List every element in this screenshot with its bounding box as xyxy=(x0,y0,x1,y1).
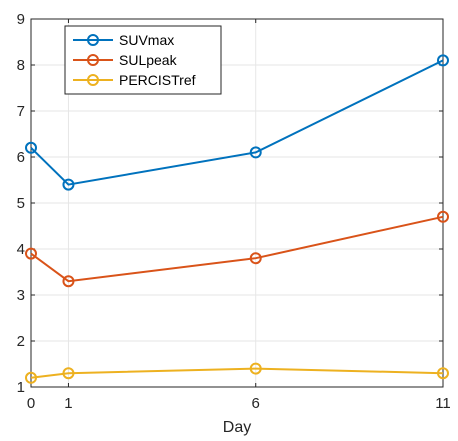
data-point xyxy=(437,54,449,67)
y-tick-label: 4 xyxy=(17,241,25,258)
y-tick-label: 9 xyxy=(17,11,25,28)
legend-label: SUVmax xyxy=(119,32,174,48)
x-tick-label: 11 xyxy=(435,395,451,412)
y-tick-label: 7 xyxy=(17,103,25,120)
data-point xyxy=(437,367,449,380)
legend: SUVmax SULpeak PERCISTref xyxy=(64,25,222,95)
legend-label: SULpeak xyxy=(119,52,178,68)
data-point xyxy=(249,252,262,265)
series-line xyxy=(30,367,444,379)
x-axis: 0 1 6 11 xyxy=(27,19,451,412)
legend-item: SUVmax xyxy=(73,32,174,48)
data-point xyxy=(25,141,37,154)
legend-item: PERCISTref xyxy=(73,72,196,88)
series-group xyxy=(25,54,449,384)
legend-marker-swatch xyxy=(87,34,99,46)
y-tick-label: 2 xyxy=(17,333,25,350)
y-tick-label: 6 xyxy=(17,149,25,166)
x-axis-title: Day xyxy=(223,419,251,436)
series-line xyxy=(30,215,444,283)
data-point xyxy=(437,210,449,223)
y-tick-label: 5 xyxy=(17,195,25,212)
series-sulpeak xyxy=(25,210,449,288)
x-tick-label: 0 xyxy=(27,395,35,412)
y-tick-label: 3 xyxy=(17,287,25,304)
legend-label: PERCISTref xyxy=(119,72,196,88)
legend-item: SULpeak xyxy=(73,52,178,68)
series-line xyxy=(30,59,444,186)
data-point xyxy=(62,275,75,288)
y-tick-label: 1 xyxy=(17,379,25,396)
x-tick-label: 6 xyxy=(252,395,260,412)
y-tick-label: 8 xyxy=(17,57,25,74)
x-tick-label: 1 xyxy=(64,395,72,412)
y-axis: 1 2 3 4 5 6 7 8 9 xyxy=(17,11,443,396)
legend-marker-swatch xyxy=(87,54,99,66)
data-point xyxy=(25,371,37,384)
data-point xyxy=(62,367,75,380)
legend-marker-swatch xyxy=(87,74,99,86)
data-point xyxy=(249,362,262,375)
series-suvmax xyxy=(25,54,449,191)
series-percistref xyxy=(25,362,449,384)
data-point xyxy=(62,178,75,191)
data-point xyxy=(249,146,262,159)
data-point xyxy=(25,247,37,260)
